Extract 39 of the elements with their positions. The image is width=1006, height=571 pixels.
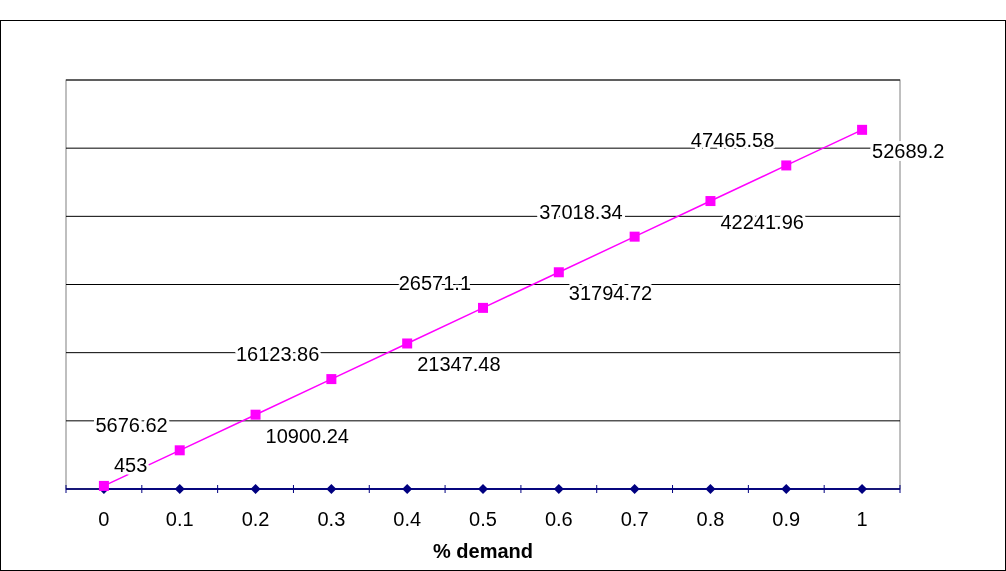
- data-label: 5676.62: [95, 414, 168, 437]
- x-tick-label: 0.4: [393, 508, 422, 530]
- x-tick-label: 0.3: [317, 508, 346, 530]
- point: [250, 409, 261, 420]
- data-label: 47465.58: [690, 129, 775, 152]
- point: [629, 484, 640, 494]
- data-label: 31794.72: [568, 282, 653, 305]
- point: [478, 302, 488, 313]
- point: [705, 484, 716, 494]
- data-label: 42241.96: [720, 211, 804, 234]
- x-tick-label: 0.1: [165, 508, 194, 530]
- x-tick-label: 0.5: [469, 508, 497, 530]
- data-label: 52689.2: [872, 139, 945, 162]
- x-axis-title: % demand: [432, 540, 534, 562]
- point: [629, 231, 640, 242]
- x-tick-label: 0.6: [544, 508, 573, 530]
- point: [402, 338, 413, 349]
- data-label: 21347.48: [417, 353, 501, 376]
- point: [174, 484, 185, 494]
- point: [478, 484, 488, 494]
- x-tick-label: 0.9: [772, 508, 801, 530]
- point: [705, 196, 716, 207]
- x-tick-label: 0.8: [696, 508, 725, 530]
- point: [781, 484, 792, 494]
- point: [174, 445, 185, 456]
- x-tick-label: 0: [98, 508, 110, 530]
- point: [857, 124, 868, 135]
- data-label: 10900.24: [265, 424, 349, 447]
- point: [98, 480, 109, 491]
- point: [553, 267, 564, 278]
- data-label: 453: [113, 453, 148, 476]
- point: [857, 484, 868, 494]
- point: [326, 484, 337, 494]
- point: [250, 484, 261, 494]
- x-tick-label: 0.7: [620, 508, 649, 530]
- point: [781, 160, 792, 171]
- x-tick-label: 0.2: [241, 508, 270, 530]
- point: [326, 374, 337, 385]
- x-tick-label: 1: [856, 508, 868, 530]
